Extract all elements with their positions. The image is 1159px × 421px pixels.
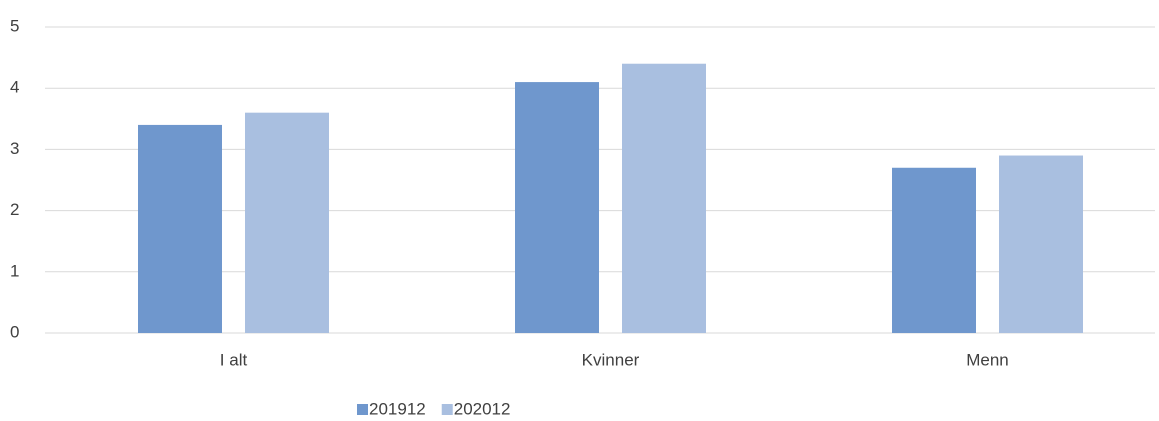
bar bbox=[999, 155, 1083, 333]
bar bbox=[892, 167, 976, 333]
bar bbox=[622, 63, 706, 333]
bar bbox=[138, 124, 222, 333]
x-tick-label: Kvinner bbox=[582, 350, 640, 369]
legend-label: 202012 bbox=[454, 399, 511, 418]
y-tick-label: 2 bbox=[10, 200, 19, 219]
y-tick-label: 4 bbox=[10, 78, 19, 97]
y-tick-label: 0 bbox=[10, 322, 19, 341]
x-tick-label: Menn bbox=[966, 350, 1009, 369]
y-tick-label: 5 bbox=[10, 16, 19, 35]
legend-label: 201912 bbox=[369, 399, 426, 418]
legend-swatch bbox=[357, 404, 368, 415]
bar bbox=[515, 82, 599, 333]
y-tick-label: 3 bbox=[10, 139, 19, 158]
y-tick-label: 1 bbox=[10, 261, 19, 280]
bar bbox=[245, 112, 329, 334]
x-tick-label: I alt bbox=[220, 350, 248, 369]
legend-swatch bbox=[441, 404, 453, 415]
